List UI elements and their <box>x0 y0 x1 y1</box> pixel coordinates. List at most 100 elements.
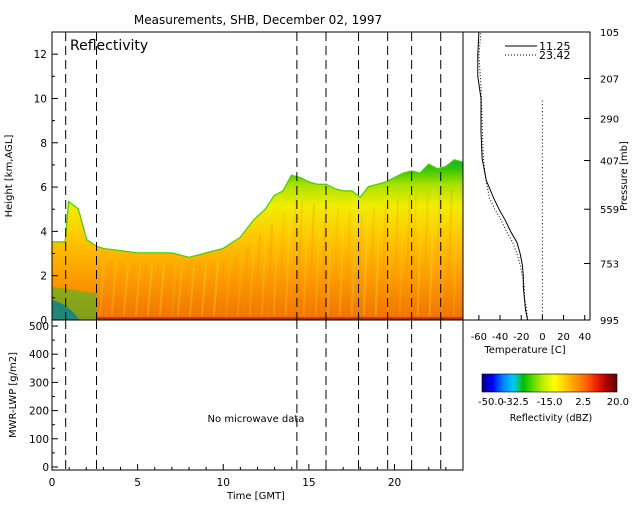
colorbar-tick-label: -32.5 <box>503 397 529 408</box>
colorbar-strip <box>481 373 618 393</box>
echo-streak <box>200 264 208 316</box>
temperature-tick-label: 40 <box>578 332 591 343</box>
echo-streak <box>326 205 334 316</box>
reflectivity-panel: 0 2 4 6 8 10 12 Reflectivity Height [km,AGL] <box>4 31 464 327</box>
echo-streak <box>140 263 148 316</box>
echo-streak <box>446 188 453 316</box>
temperature-tick-label: 0 <box>539 332 545 343</box>
colorbar-tick-label: 2.5 <box>575 397 591 408</box>
legend-label: 11.25 <box>539 40 571 53</box>
echo-streak <box>410 193 418 316</box>
echo-streak <box>332 208 340 316</box>
colorbar-ticks: -50.0-32.5 -15.0 2.5 20.0 <box>478 397 629 408</box>
lwp-tick-label: 0 <box>42 462 49 474</box>
echo-streak <box>386 202 394 316</box>
echo-streak <box>98 258 106 316</box>
lwp-y-ticks: 0 100 200 300 400 500 <box>29 321 58 474</box>
reflectivity-time-markers <box>65 32 442 320</box>
echo-streak <box>122 261 130 316</box>
echo-streak <box>284 206 292 316</box>
echo-streak <box>248 239 256 316</box>
height-tick-label: 6 <box>40 182 47 194</box>
echo-streak <box>380 204 388 316</box>
lwp-tick-label: 400 <box>29 349 49 361</box>
echo-streak <box>320 205 328 316</box>
echo-streak <box>182 266 190 316</box>
lwp-time-markers <box>65 320 442 470</box>
echo-streak <box>188 266 196 316</box>
time-axis-label: Time [GMT] <box>226 491 285 502</box>
echo-streak <box>308 203 316 316</box>
temperature-axis-label: Temperature [C] <box>483 345 565 356</box>
echo-streak <box>254 233 262 316</box>
lwp-frame <box>51 319 464 471</box>
echo-streak <box>260 229 268 316</box>
echo-streak <box>434 191 441 316</box>
pressure-tick-label: 105 <box>600 28 619 39</box>
lwp-tick-label: 100 <box>29 434 49 446</box>
echo-streak <box>374 205 382 316</box>
lwp-tick-label: 500 <box>29 321 49 333</box>
profile-frame <box>462 31 591 321</box>
pressure-ticks: 105 207 290 407 559 753 995 <box>584 28 619 327</box>
echo-streak <box>416 195 423 316</box>
chart-title: Measurements, SHB, December 02, 1997 <box>134 13 382 27</box>
echo-streak <box>194 265 202 316</box>
colorbar: -50.0-32.5 -15.0 2.5 20.0 Reflectivity (dBZ… <box>478 373 629 424</box>
pressure-tick-label: 559 <box>600 205 619 216</box>
echo-streak <box>146 263 154 316</box>
echo-streak <box>218 260 226 316</box>
echo-streak <box>278 212 286 316</box>
pressure-tick-label: 207 <box>600 75 619 86</box>
echo-streak <box>164 263 172 316</box>
echo-streak <box>314 204 322 316</box>
lwp-axis-label: MWR-LWP [g/m2] <box>8 352 19 438</box>
echo-streak <box>440 190 447 316</box>
temperature-series-line <box>478 31 529 321</box>
echo-streak <box>212 261 220 316</box>
echo-streak <box>110 260 118 316</box>
early-green-echo <box>52 286 97 320</box>
time-tick-label: 0 <box>49 477 56 489</box>
temperature-tick-label: -60 <box>471 332 487 343</box>
reflectivity-panel-label: Reflectivity <box>70 38 148 54</box>
echo-streak <box>230 254 238 316</box>
colorbar-label: Reflectivity (dBZ) <box>510 413 593 424</box>
echo-streak <box>338 209 346 316</box>
temperature-profile-panel: 105 207 290 407 559 753 995 -60 -40 -20 0 20 40 Tem… <box>462 28 630 356</box>
echo-streak <box>170 263 178 316</box>
pressure-tick-label: 407 <box>600 156 619 167</box>
height-tick-label: 4 <box>40 226 47 238</box>
echo-streak <box>266 223 274 316</box>
height-tick-label: 10 <box>34 93 47 105</box>
height-tick-label: 12 <box>34 49 47 61</box>
temperature-tick-label: -40 <box>492 332 508 343</box>
time-tick-label: 5 <box>134 477 141 489</box>
echo-streak <box>350 210 358 316</box>
temperature-series-line <box>477 31 529 321</box>
echo-streak <box>368 206 376 316</box>
pressure-tick-label: 995 <box>600 316 619 327</box>
reflectivity-heatmap <box>52 159 463 320</box>
time-tick-label: 20 <box>388 477 401 489</box>
echo-streak <box>398 197 406 316</box>
echo-streak <box>362 212 370 316</box>
echo-streak <box>392 199 400 316</box>
echo-streak <box>116 261 124 316</box>
time-ticks: 0 5 10 15 20 <box>49 464 447 489</box>
echo-streak <box>134 263 142 316</box>
echo-streak <box>152 263 160 316</box>
height-axis-label: Height [km,AGL] <box>4 135 15 218</box>
time-tick-label: 10 <box>217 477 230 489</box>
echo-streak <box>290 197 298 316</box>
colorbar-tick-label: -50.0 <box>478 397 504 408</box>
echo-streak <box>236 251 244 316</box>
height-tick-label: 8 <box>40 138 47 150</box>
echo-streak <box>296 198 304 316</box>
echo-streak <box>176 264 184 316</box>
echo-streak <box>242 246 250 316</box>
temperature-ticks: -60 -40 -20 0 20 40 <box>471 315 591 343</box>
